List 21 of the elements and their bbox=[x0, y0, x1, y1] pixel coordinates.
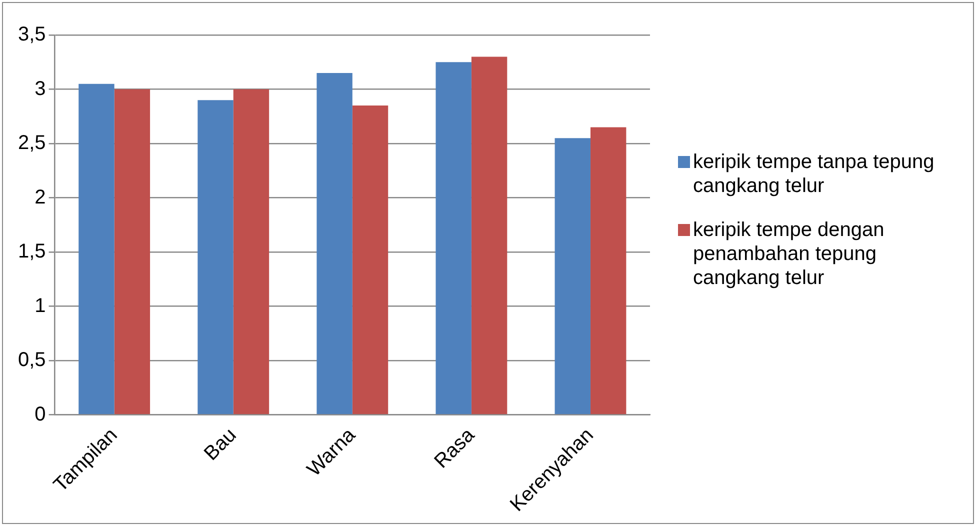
legend-label: keripik tempe dengan penambahan tepung cangkang telur bbox=[693, 218, 886, 290]
y-tick-label: 3,5 bbox=[18, 24, 46, 46]
legend-label: keripik tempe tanpa tepung cangkang telur bbox=[693, 150, 936, 198]
bar bbox=[554, 138, 590, 414]
y-tick-label: 2,5 bbox=[18, 132, 46, 154]
bar bbox=[352, 106, 388, 414]
y-tick-label: 1,5 bbox=[18, 240, 46, 263]
y-tick-label: 1 bbox=[34, 294, 46, 317]
x-tick-label: Bau bbox=[200, 424, 241, 465]
y-tick-label: 3 bbox=[34, 78, 46, 100]
bar bbox=[114, 89, 150, 414]
y-tick-label: 2 bbox=[34, 186, 46, 208]
bar bbox=[78, 84, 114, 414]
bar bbox=[471, 56, 508, 414]
bar bbox=[198, 100, 234, 414]
bar bbox=[436, 62, 472, 414]
y-tick-label: 0,5 bbox=[18, 349, 46, 372]
y-tick-label: 0 bbox=[34, 403, 46, 426]
bar bbox=[590, 127, 626, 414]
bar bbox=[316, 72, 352, 414]
bar bbox=[233, 89, 270, 414]
